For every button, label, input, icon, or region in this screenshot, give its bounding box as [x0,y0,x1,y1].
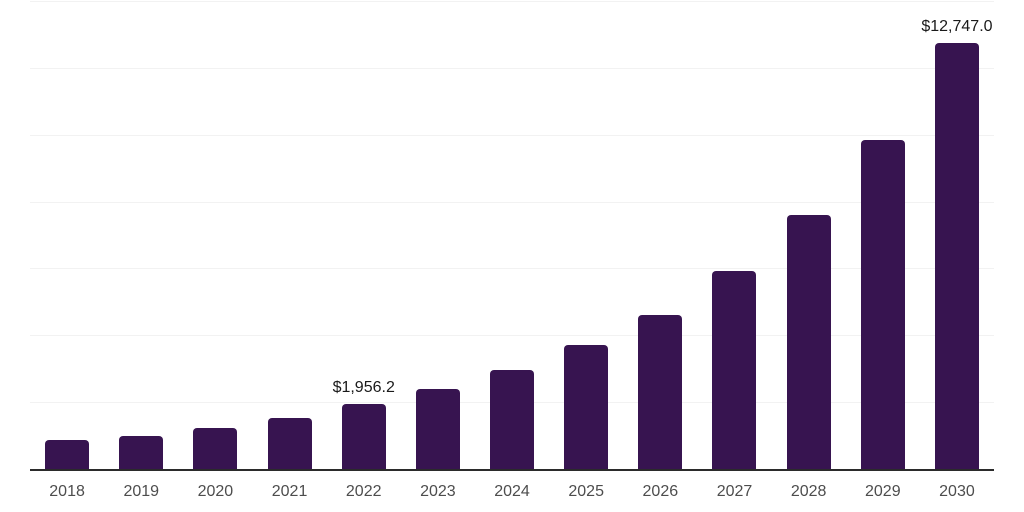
bar-slot-2021 [252,1,326,469]
x-tick-2019: 2019 [123,483,160,500]
x-tick-2026: 2026 [642,483,679,500]
bar-2021 [267,417,312,469]
bar-2026 [638,314,683,469]
bar-slot-2025 [549,1,623,469]
x-tick-2030: 2030 [939,483,975,500]
x-tick-2028: 2028 [790,483,827,500]
bar-2019 [119,435,164,469]
bar-2022: $1,956.2 [333,379,395,469]
gridline-12000 [30,67,994,69]
bar-2020 [193,428,238,469]
bar-2027 [712,270,757,469]
x-axis: 2018 2019 2020 2021 2022 2023 2024 2025 2026 2027… [30,471,994,500]
bar-2029 [860,140,905,469]
gridline-8000 [30,201,994,203]
bar-slot-2026 [623,1,697,469]
bar-2024 [490,370,535,469]
gridline-6000 [30,268,994,270]
bar-2030: $12,747.0 [921,18,993,469]
bar-slot-2027 [697,1,771,469]
bar-slot-2024 [475,1,549,469]
bar-slot-2020 [178,1,252,469]
x-tick-2020: 2020 [197,483,234,500]
x-tick-2023: 2023 [420,483,456,500]
bar-2028 [786,214,831,469]
gridline-14000 [30,1,994,2]
bar-2023 [415,388,460,469]
x-tick-2022: 2022 [345,483,382,500]
x-tick-2025: 2025 [568,483,604,500]
bars-layer: $1,956.2 $12,747.0 [30,1,994,469]
data-label-2030: $12,747.0 [921,17,993,35]
gridline-10000 [30,134,994,136]
bar-2018 [45,439,90,469]
bar-2025 [564,345,609,469]
bar-slot-2030: $12,747.0 [920,1,994,469]
bar-slot-2029 [846,1,920,469]
bar-slot-2023 [401,1,475,469]
bar-slot-2022: $1,956.2 [327,1,401,469]
data-label-2022: $1,956.2 [332,378,395,396]
x-tick-2027: 2027 [716,483,753,500]
gridline-4000 [30,335,994,337]
bar-slot-2028 [772,1,846,469]
bar-slot-2018 [30,1,104,469]
x-tick-2021: 2021 [271,483,308,500]
bar-slot-2019 [104,1,178,469]
x-tick-2029: 2029 [865,483,901,500]
plot-area: $1,956.2 $12,747.0 [30,1,994,471]
x-tick-2024: 2024 [494,483,530,500]
x-tick-2018: 2018 [49,483,85,500]
